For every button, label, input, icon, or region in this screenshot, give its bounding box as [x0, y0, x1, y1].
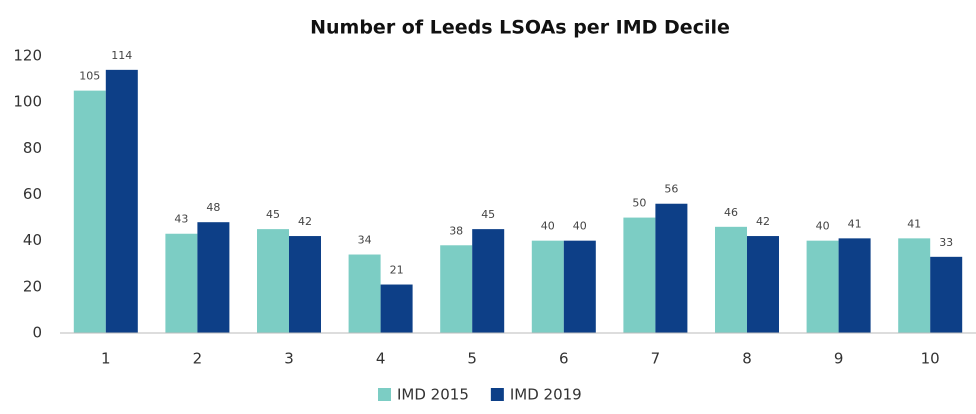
value-label: 38 — [449, 224, 463, 237]
value-label: 42 — [298, 215, 312, 228]
bar — [472, 229, 505, 333]
x-tick-label: 9 — [834, 350, 844, 368]
value-label: 45 — [266, 208, 280, 221]
y-tick-label: 80 — [23, 139, 42, 157]
x-tick-label: 3 — [284, 350, 294, 368]
legend-label: IMD 2019 — [510, 386, 582, 404]
bar — [380, 284, 413, 333]
bar — [348, 254, 381, 333]
bar — [197, 222, 230, 333]
y-tick-label: 120 — [13, 47, 42, 65]
value-label: 46 — [724, 206, 738, 219]
value-label: 40 — [816, 220, 830, 233]
x-tick-label: 4 — [376, 350, 386, 368]
bar — [715, 226, 747, 333]
chart-title: Number of Leeds LSOAs per IMD Decile — [310, 17, 730, 39]
bar — [440, 245, 473, 333]
bar — [289, 236, 321, 333]
bar — [623, 217, 656, 333]
value-label: 41 — [848, 217, 862, 230]
bar — [73, 90, 106, 333]
bar — [563, 240, 596, 333]
legend-label: IMD 2015 — [397, 386, 469, 404]
bar — [655, 203, 688, 333]
value-label: 21 — [390, 264, 404, 277]
bar — [898, 238, 931, 333]
x-tick-label: 7 — [651, 350, 661, 368]
y-tick-label: 40 — [23, 231, 42, 249]
x-tick-label: 10 — [921, 350, 940, 368]
y-tick-label: 20 — [23, 277, 42, 295]
bar — [930, 256, 963, 333]
x-tick-label: 1 — [101, 350, 111, 368]
legend-swatch — [490, 388, 504, 401]
value-label: 50 — [632, 197, 646, 210]
bar — [838, 238, 871, 333]
x-tick-label: 6 — [559, 350, 569, 368]
x-tick-label: 2 — [193, 350, 203, 368]
value-label: 114 — [111, 49, 132, 62]
y-tick-label: 100 — [13, 93, 42, 111]
value-label: 40 — [541, 220, 555, 233]
value-label: 34 — [358, 234, 372, 247]
value-label: 45 — [481, 208, 495, 221]
bar — [531, 240, 564, 333]
value-label: 105 — [79, 70, 100, 83]
bar — [257, 229, 289, 333]
bar — [105, 69, 138, 333]
bar — [747, 236, 779, 333]
value-label: 40 — [573, 220, 587, 233]
value-label: 43 — [174, 213, 188, 226]
value-label: 41 — [907, 217, 921, 230]
legend-swatch — [378, 388, 391, 401]
y-tick-label: 60 — [23, 185, 42, 203]
x-tick-label: 5 — [467, 350, 477, 368]
bar — [806, 240, 839, 333]
y-tick-label: 0 — [32, 324, 42, 342]
x-tick-label: 8 — [742, 350, 752, 368]
value-label: 33 — [939, 236, 953, 249]
value-label: 56 — [664, 183, 678, 196]
value-label: 42 — [756, 215, 770, 228]
bar — [165, 233, 198, 333]
value-label: 48 — [206, 201, 220, 214]
